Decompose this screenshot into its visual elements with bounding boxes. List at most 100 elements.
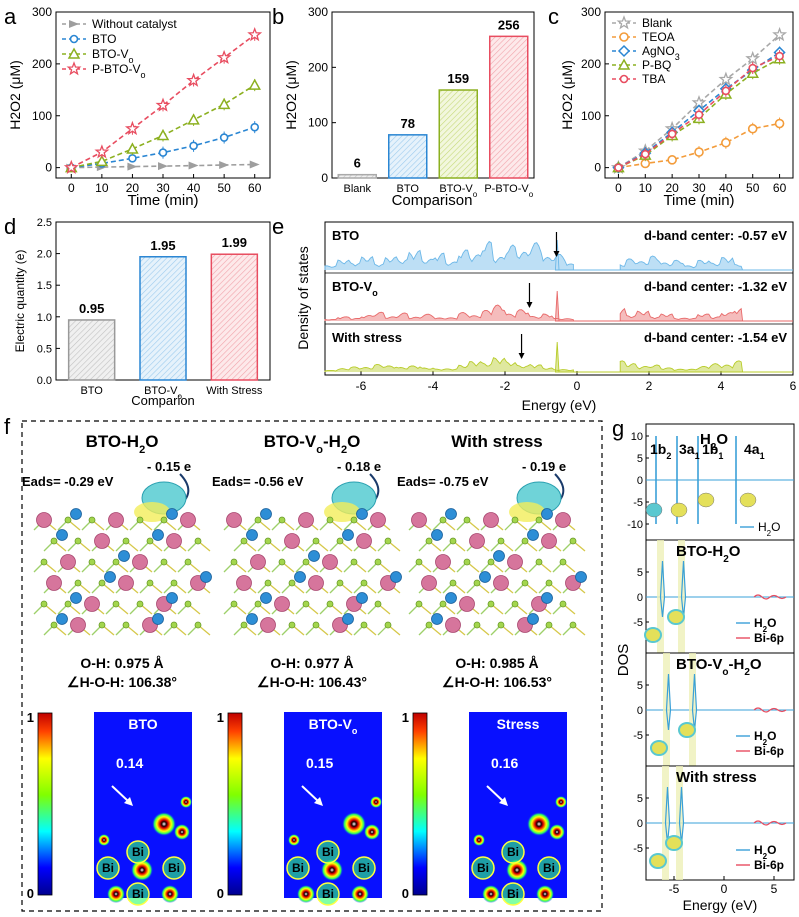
panel-f-label: f <box>4 414 11 439</box>
bi-atom <box>411 512 427 528</box>
ti-atom <box>575 571 587 583</box>
subscript: 1 <box>760 451 765 461</box>
panel-e-label: e <box>272 214 284 239</box>
o-atom <box>511 516 519 524</box>
bi6p-curve <box>753 594 787 600</box>
o-atom <box>439 516 447 524</box>
legend-label: Bi-6p <box>754 858 784 872</box>
bi-atom-label: Bi <box>507 845 519 859</box>
o-atom <box>449 579 457 587</box>
arrow-head <box>314 797 323 806</box>
o-atom <box>439 600 447 608</box>
subscript: o <box>316 444 323 456</box>
subscript: 2 <box>341 444 347 456</box>
y-tick-label: 2.5 <box>37 217 52 229</box>
bi-atom-label: Bi <box>132 887 144 901</box>
x-category-label: BTO-Vo <box>144 385 182 401</box>
elf-spot <box>131 859 153 881</box>
data-point <box>721 137 731 148</box>
data-point <box>189 141 198 151</box>
elf-spot <box>506 859 528 881</box>
bar-value-label: 256 <box>498 17 520 32</box>
o-atom <box>449 537 457 545</box>
chart-b-xlabel: Comparison <box>392 192 473 209</box>
dos-curve-2 <box>324 341 793 373</box>
panel-g-xlabel: Energy (eV) <box>683 897 758 913</box>
structure-title: With stress <box>451 432 542 451</box>
subpanel-title: H2O <box>700 431 728 453</box>
y-tick-label: 100 <box>581 109 601 123</box>
o-atom <box>487 600 495 608</box>
x-tick-label: 5 <box>771 882 778 896</box>
y-tick-label: 5 <box>637 567 643 579</box>
o-atom <box>146 537 154 545</box>
chart-b: H2O2 (μM) Comparison 0 100 200 300 6 Blank 78 B… <box>283 5 535 209</box>
panel-g-label: g <box>612 416 624 441</box>
o-atom <box>425 537 433 545</box>
subscript: 2 <box>763 852 768 861</box>
orbital-isosurface <box>678 722 696 738</box>
legend-marker <box>619 74 629 84</box>
subscript: 2 <box>763 738 768 747</box>
x-tick-label: 0 <box>615 181 622 195</box>
o-atom <box>302 600 310 608</box>
bi-atom <box>36 512 52 528</box>
eads-label: Eads= -0.29 eV <box>22 474 114 489</box>
o-atom <box>230 558 238 566</box>
charge-density-cloud <box>324 502 360 522</box>
ti-atom <box>118 550 130 562</box>
bi-atom <box>118 575 134 591</box>
bi-atom-label: Bi <box>358 861 370 875</box>
legend-label: Without catalyst <box>92 17 177 31</box>
elf-arrow <box>301 785 320 803</box>
title-part: O <box>767 729 776 743</box>
o-atom <box>184 558 192 566</box>
o-atom <box>230 600 238 608</box>
ti-atom <box>541 592 553 604</box>
dos-peak <box>691 673 698 731</box>
orbital-label: 3a1 <box>679 441 700 461</box>
elf-spot <box>107 885 125 903</box>
x-tick-label: 50 <box>217 181 231 195</box>
bi-atom-label: Bi <box>168 861 180 875</box>
colorbar <box>37 712 53 896</box>
o-atom <box>194 537 202 545</box>
o-atom <box>64 600 72 608</box>
y-tick-label: 0 <box>637 592 643 604</box>
data-point <box>128 153 137 163</box>
elf-spot <box>297 885 315 903</box>
o-atom <box>278 558 286 566</box>
elf-map-value: 0.14 <box>116 755 143 771</box>
orbital-isosurface <box>670 502 688 518</box>
panel-g-ylabel: DOS <box>615 644 632 677</box>
o-atom <box>535 516 543 524</box>
ti-atom <box>166 592 178 604</box>
o-atom <box>122 621 130 629</box>
ti-atom <box>56 529 68 541</box>
bi-atom <box>322 554 338 570</box>
orbital-isosurface <box>644 627 662 643</box>
dos-peak <box>680 560 687 618</box>
o-atom <box>463 558 471 566</box>
ti-atom <box>294 571 306 583</box>
o-atom <box>64 516 72 524</box>
subscript: o <box>128 55 133 65</box>
chart-e: Density of states Energy (eV) -6 -4 -2 0 2 4 6… <box>295 221 797 413</box>
elf-spot <box>482 885 500 903</box>
chart-b-ylabel: H2O2 (μM) <box>283 60 299 130</box>
oh-bond-length: O-H: 0.977 Å <box>270 655 353 671</box>
legend-marker <box>619 32 629 42</box>
ti-atom <box>431 529 443 541</box>
y-tick-label: 0 <box>637 475 643 487</box>
o-atom <box>511 600 519 608</box>
o-atom <box>559 600 567 608</box>
bi-atom <box>166 533 182 549</box>
data-point <box>250 122 260 132</box>
elf-map-title: BTO <box>128 716 157 732</box>
bi-atom <box>108 512 124 528</box>
charge-transfer-label: - 0.19 e <box>522 459 566 474</box>
eads-label: Eads= -0.56 eV <box>212 474 304 489</box>
bi-atom-label: Bi <box>322 887 334 901</box>
title-part: O <box>729 543 741 560</box>
o-atom <box>559 558 567 566</box>
